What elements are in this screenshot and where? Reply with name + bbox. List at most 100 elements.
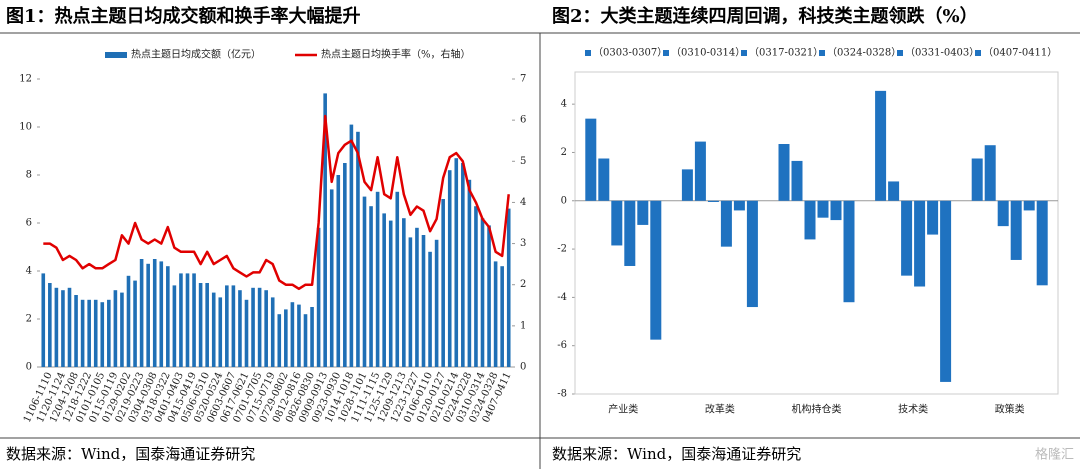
y-tick-label: -4: [557, 292, 567, 303]
bar: [238, 290, 242, 367]
bar: [146, 263, 150, 367]
y-tick-label: -8: [557, 389, 567, 400]
x-tick-label: 改革类: [705, 403, 735, 416]
bar: [244, 299, 249, 367]
y2-tick-label: 6: [520, 115, 526, 126]
bar: [87, 299, 91, 367]
bar: [1036, 200, 1048, 286]
y2-tick-label: 1: [520, 320, 526, 331]
bar: [984, 145, 996, 201]
bar: [388, 220, 393, 367]
y-tick-label: 4: [26, 266, 32, 277]
bar: [1010, 200, 1022, 260]
bar: [843, 200, 855, 303]
bar: [637, 200, 649, 225]
bar: [343, 163, 347, 367]
bar: [218, 297, 223, 367]
legend-label: （0407-0411）: [983, 47, 1057, 59]
bar: [172, 285, 177, 367]
bar: [257, 287, 262, 367]
bar: [74, 295, 78, 367]
legend-swatch: [105, 52, 127, 58]
bar: [297, 304, 301, 367]
bar: [356, 131, 360, 367]
bar: [185, 273, 190, 367]
chart-title: 图2：大类主题连续四周回调，科技类主题领跌（%）: [552, 5, 978, 27]
source: 数据来源：Wind，国泰海通证券研究: [552, 445, 801, 463]
bar: [107, 299, 111, 367]
bar: [441, 199, 445, 367]
bar: [804, 200, 816, 240]
y2-tick-label: 0: [520, 362, 526, 373]
bar: [93, 299, 98, 367]
bar: [126, 275, 131, 367]
y-tick-label: 12: [19, 74, 32, 85]
bar: [817, 200, 829, 218]
plot-frame: [574, 71, 1059, 395]
bar: [408, 237, 413, 367]
line: [43, 114, 510, 291]
bar: [375, 191, 380, 367]
legend-label: 热点主题日均成交额（亿元）: [131, 48, 261, 61]
legend-label: 热点主题日均换手率（%，右轴）: [321, 48, 471, 61]
x-tick-label: 产业类: [608, 403, 638, 416]
bar: [474, 206, 478, 367]
bar: [369, 206, 373, 367]
bar: [707, 200, 719, 202]
bar: [720, 200, 732, 247]
legend-label: （0317-0321）: [749, 47, 823, 59]
bar: [48, 283, 52, 367]
legend-label: （0324-0328）: [827, 47, 901, 59]
bar: [225, 285, 229, 367]
legend-swatch: [975, 50, 981, 56]
bar: [506, 208, 511, 367]
bar: [454, 158, 459, 367]
bar: [251, 287, 255, 367]
bar: [120, 292, 124, 367]
bar: [434, 239, 439, 367]
bar: [152, 259, 157, 367]
bar: [402, 218, 406, 367]
bar: [624, 200, 636, 266]
bar: [971, 158, 983, 201]
bar: [277, 314, 282, 367]
bar: [611, 200, 623, 246]
bar: [395, 191, 400, 367]
bar: [205, 283, 209, 367]
bar: [54, 287, 59, 367]
bar: [447, 170, 452, 367]
bar: [493, 261, 498, 367]
x-tick-label: 政策类: [995, 403, 1025, 416]
bar: [100, 302, 105, 367]
bar: [80, 299, 85, 367]
bar: [888, 181, 900, 201]
bar: [875, 90, 887, 201]
y-tick-label: 2: [561, 147, 567, 158]
bar: [746, 200, 758, 308]
bar: [997, 200, 1009, 227]
bar: [166, 266, 170, 367]
bar: [362, 196, 367, 367]
y-tick-label: -2: [557, 244, 567, 255]
bar: [650, 200, 662, 340]
legend-swatch: [585, 50, 591, 56]
bar: [585, 118, 597, 201]
legend-swatch: [663, 50, 669, 56]
bar: [461, 163, 465, 367]
y2-tick-label: 3: [520, 238, 526, 249]
bar: [290, 302, 295, 367]
chart-title: 图1：热点主题日均成交额和换手率大幅提升: [6, 5, 361, 27]
bar: [67, 287, 72, 367]
bar: [310, 307, 314, 367]
bar: [694, 141, 706, 201]
y-tick-label: 0: [561, 195, 567, 206]
bar: [1023, 200, 1035, 211]
bar: [61, 290, 65, 367]
x-tick-label: 机构持仓类: [792, 403, 842, 416]
legend-label: （0331-0403）: [905, 47, 979, 59]
bar: [139, 259, 144, 367]
bar: [733, 200, 745, 211]
bar: [264, 290, 268, 367]
bar: [382, 213, 386, 367]
